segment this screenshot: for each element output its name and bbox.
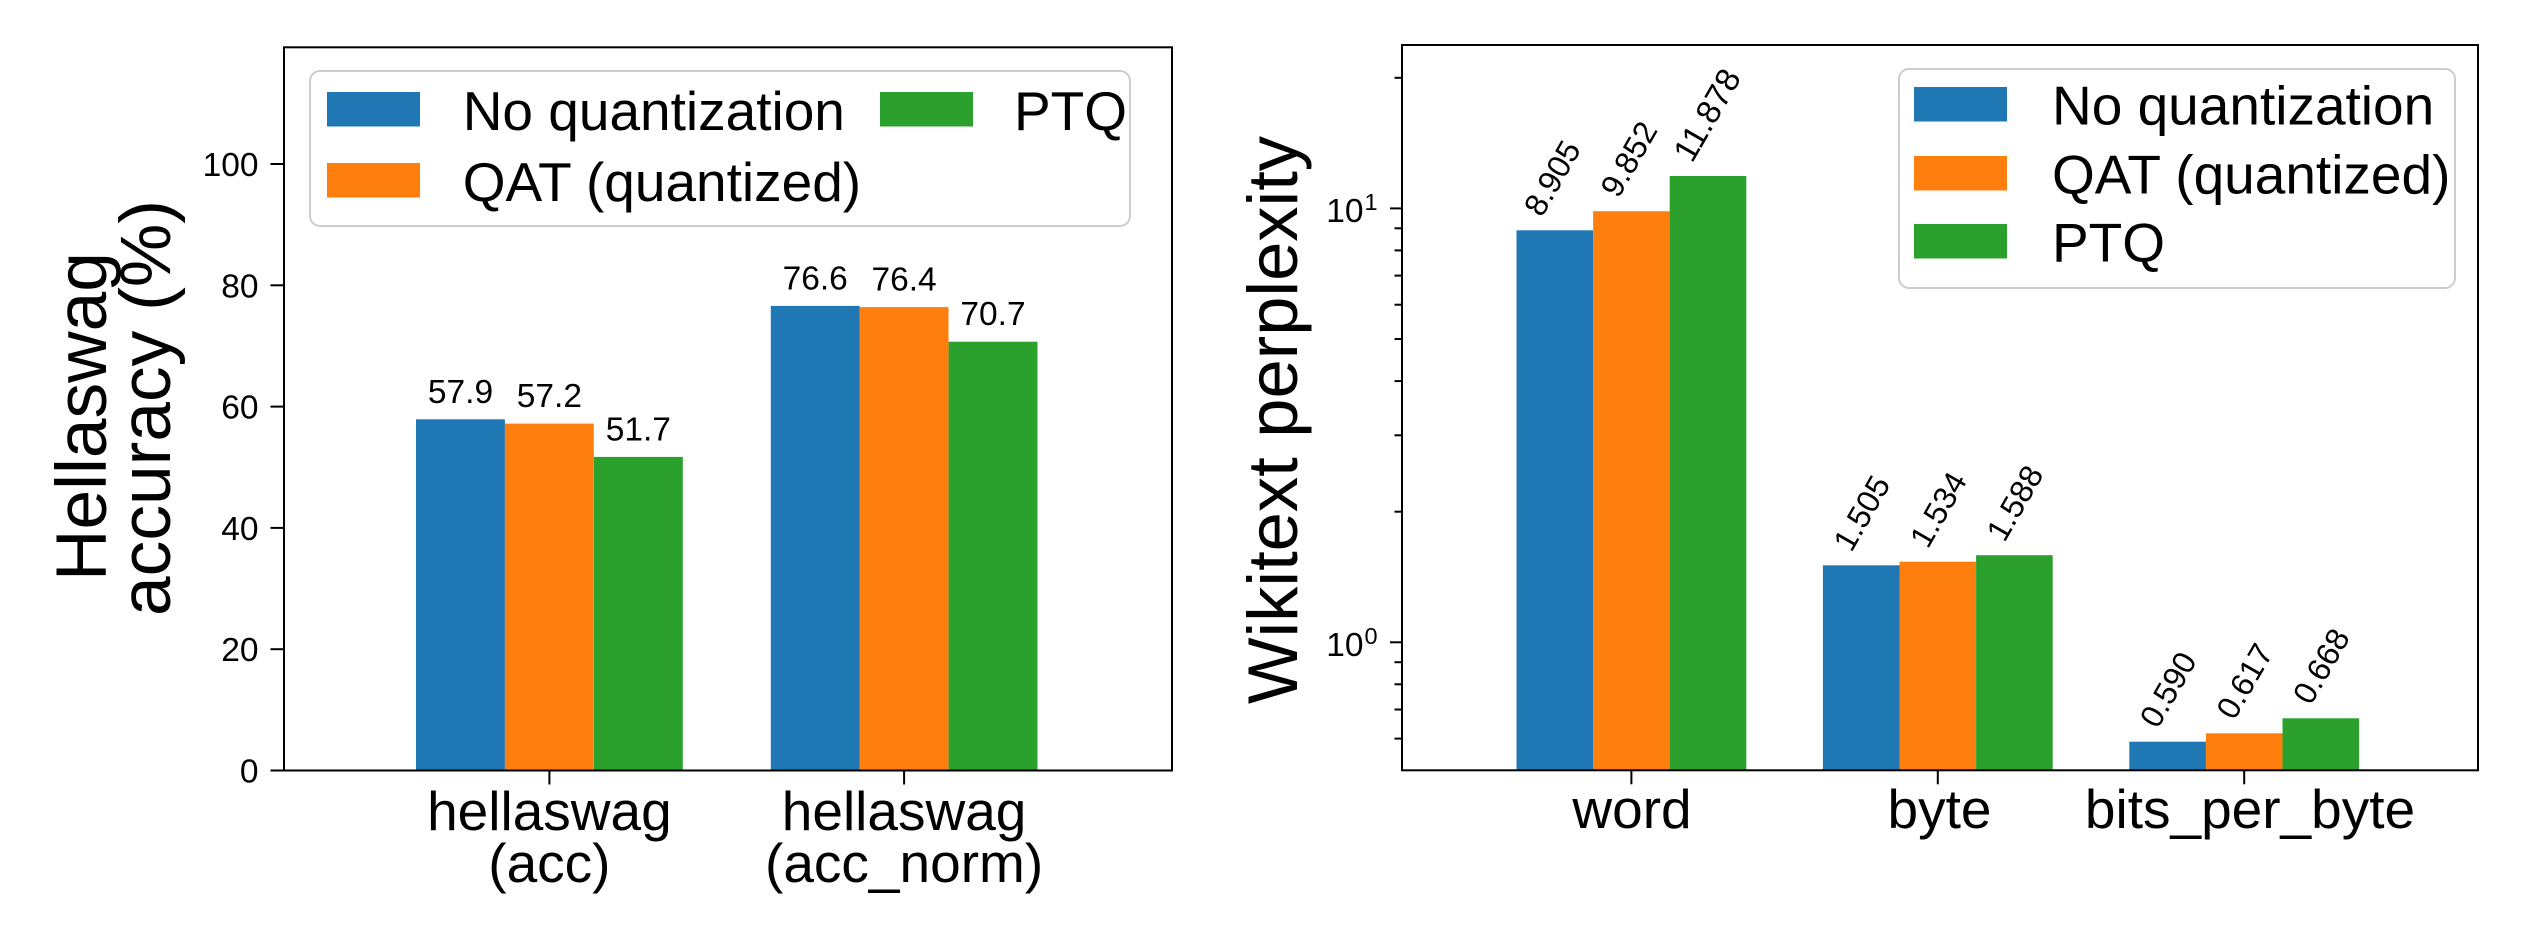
svg-text:No quantization: No quantization: [2052, 75, 2434, 137]
svg-text:accuracy (%): accuracy (%): [106, 200, 186, 616]
svg-text:hellaswag: hellaswag: [427, 780, 672, 842]
svg-text:100: 100: [203, 147, 259, 184]
svg-text:1: 1: [1365, 189, 1378, 215]
svg-text:PTQ: PTQ: [1014, 80, 1127, 142]
svg-text:70.7: 70.7: [960, 296, 1025, 333]
svg-text:76.6: 76.6: [783, 260, 848, 297]
svg-text:bits_per_byte: bits_per_byte: [2085, 778, 2415, 840]
svg-text:10: 10: [1326, 627, 1363, 664]
svg-text:60: 60: [221, 390, 258, 427]
svg-text:QAT (quantized): QAT (quantized): [463, 151, 861, 213]
svg-text:QAT (quantized): QAT (quantized): [2052, 144, 2450, 206]
svg-text:20: 20: [221, 632, 258, 669]
svg-text:57.2: 57.2: [517, 378, 582, 415]
svg-text:40: 40: [221, 511, 258, 548]
svg-text:Hellaswag: Hellaswag: [42, 252, 122, 581]
svg-text:byte: byte: [1888, 778, 1992, 840]
svg-text:0: 0: [1365, 623, 1378, 649]
svg-text:0: 0: [240, 754, 259, 791]
svg-text:PTQ: PTQ: [2052, 212, 2165, 274]
svg-text:76.4: 76.4: [871, 262, 936, 299]
svg-text:No quantization: No quantization: [463, 80, 845, 142]
svg-text:10: 10: [1326, 193, 1363, 230]
svg-text:(acc): (acc): [488, 832, 610, 894]
svg-text:51.7: 51.7: [606, 411, 671, 448]
svg-text:hellaswag: hellaswag: [782, 780, 1027, 842]
svg-text:Wikitext perplexity: Wikitext perplexity: [1233, 135, 1312, 704]
svg-text:(acc_norm): (acc_norm): [765, 832, 1043, 894]
svg-text:80: 80: [221, 268, 258, 305]
svg-text:57.9: 57.9: [428, 374, 493, 411]
svg-text:word: word: [1571, 778, 1691, 840]
